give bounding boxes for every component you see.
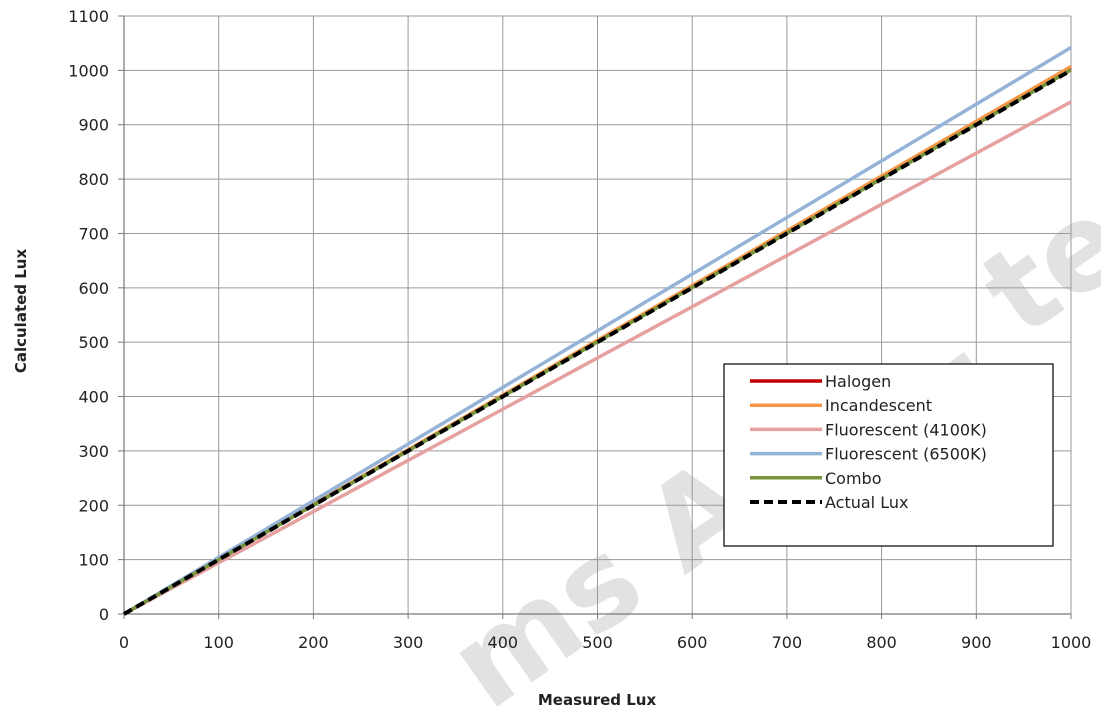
x-axis-ticks: 0 100 200 300 400 500 600 700 800 900 1000 (119, 614, 1091, 652)
y-tick-label: 100 (78, 551, 109, 570)
grid (123, 15, 1072, 615)
y-tick-label: 400 (78, 388, 109, 407)
y-tick-label: 300 (78, 442, 109, 461)
legend-label-fluorescent-6500k: Fluorescent (6500K) (825, 445, 987, 464)
x-tick-label: 100 (203, 633, 234, 652)
x-tick-label: 800 (866, 633, 897, 652)
legend-label-halogen: Halogen (825, 372, 891, 391)
y-tick-label: 600 (78, 279, 109, 298)
x-tick-label: 400 (488, 633, 519, 652)
y-tick-label: 800 (78, 170, 109, 189)
y-tick-label: 700 (78, 224, 109, 243)
x-tick-label: 700 (772, 633, 803, 652)
legend-label-fluorescent-4100k: Fluorescent (4100K) (825, 420, 987, 439)
x-tick-label: 1000 (1051, 633, 1092, 652)
x-tick-label: 300 (393, 633, 424, 652)
x-tick-label: 0 (119, 633, 129, 652)
y-tick-label: 500 (78, 333, 109, 352)
y-tick-label: 200 (78, 496, 109, 515)
series-line-fluorescent-6500k (123, 46, 1072, 616)
series-lines (123, 46, 1072, 616)
y-axis-ticks: 0 100 200 300 400 500 600 700 800 900 1000 1100 (68, 7, 124, 624)
y-tick-label: 900 (78, 116, 109, 135)
y-tick-label: 1000 (68, 61, 109, 80)
x-tick-label: 200 (298, 633, 329, 652)
x-tick-label: 900 (961, 633, 992, 652)
legend-label-actual-lux: Actual Lux (825, 493, 908, 512)
x-axis-title: Measured Lux (538, 691, 657, 709)
legend-label-combo: Combo (825, 469, 882, 488)
x-tick-label: 600 (677, 633, 708, 652)
y-axis-title: Calculated Lux (12, 249, 30, 374)
series-line-fluorescent-4100k (123, 100, 1072, 616)
x-tick-label: 500 (582, 633, 613, 652)
y-tick-label: 0 (99, 605, 109, 624)
legend-label-incandescent: Incandescent (825, 396, 932, 415)
y-tick-label: 1100 (68, 7, 109, 26)
legend: Halogen Incandescent Fluorescent (4100K) Fl… (723, 363, 1054, 547)
